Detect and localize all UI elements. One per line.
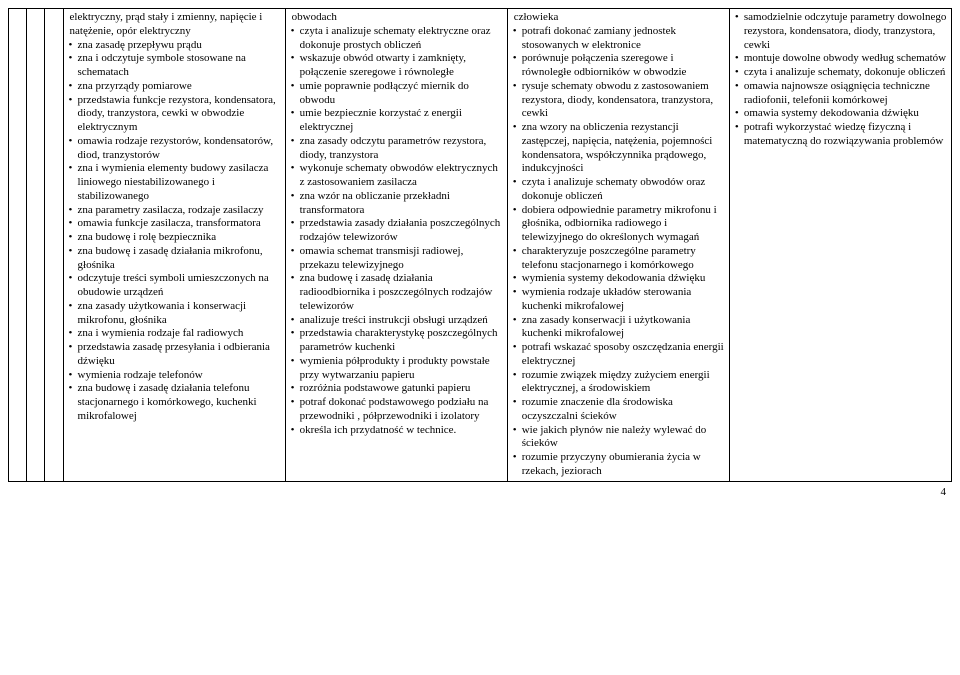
list-col3: człowiekapotrafi dokonać zamiany jednost… bbox=[510, 11, 725, 479]
list-item: odczytuje treści symboli umieszczonych n… bbox=[68, 272, 281, 300]
cell-col1: elektryczny, prąd stały i zmienny, napię… bbox=[63, 9, 285, 482]
list-item: rozumie znaczenie dla środowiska oczyszc… bbox=[512, 396, 725, 424]
list-item: przedstawia charakterystykę poszczególny… bbox=[290, 327, 503, 355]
list-item: umie bezpiecznie korzystać z energii ele… bbox=[290, 107, 503, 135]
list-item: wymienia półprodukty i produkty powstałe… bbox=[290, 355, 503, 383]
list-item: zna przyrządy pomiarowe bbox=[68, 80, 281, 94]
list-item: rozróżnia podstawowe gatunki papieru bbox=[290, 382, 503, 396]
lead-col-2 bbox=[27, 9, 45, 482]
curriculum-table: elektryczny, prąd stały i zmienny, napię… bbox=[8, 8, 952, 482]
list-item: samodzielnie odczytuje parametry dowolne… bbox=[734, 11, 947, 52]
list-item: człowieka bbox=[512, 11, 725, 25]
list-item: omawia najnowsze osiągnięcia techniczne … bbox=[734, 80, 947, 108]
list-item: montuje dowolne obwody według schematów bbox=[734, 52, 947, 66]
page-number: 4 bbox=[8, 482, 952, 498]
list-item: zna i wymienia rodzaje fal radiowych bbox=[68, 327, 281, 341]
list-item: zna budowę i zasadę działania radioodbio… bbox=[290, 272, 503, 313]
list-item: rysuje schematy obwodu z zastosowaniem r… bbox=[512, 80, 725, 121]
list-item: zna zasady użytkowania i konserwacji mik… bbox=[68, 300, 281, 328]
cell-col3: człowiekapotrafi dokonać zamiany jednost… bbox=[507, 9, 729, 482]
list-item: przedstawia funkcje rezystora, kondensat… bbox=[68, 94, 281, 135]
cell-col2: obwodachczyta i analizuje schematy elekt… bbox=[285, 9, 507, 482]
list-item: przedstawia zasady działania poszczególn… bbox=[290, 217, 503, 245]
list-item: zna zasady odczytu parametrów rezystora,… bbox=[290, 135, 503, 163]
cell-col4: samodzielnie odczytuje parametry dowolne… bbox=[729, 9, 951, 482]
list-col1: elektryczny, prąd stały i zmienny, napię… bbox=[66, 11, 281, 424]
list-item: wymienia systemy dekodowania dźwięku bbox=[512, 272, 725, 286]
list-item: dobiera odpowiednie parametry mikrofonu … bbox=[512, 204, 725, 245]
list-item: obwodach bbox=[290, 11, 503, 25]
list-item: wykonuje schematy obwodów elektrycznych … bbox=[290, 162, 503, 190]
list-col2: obwodachczyta i analizuje schematy elekt… bbox=[288, 11, 503, 437]
list-item: czyta i analizuje schematy elektryczne o… bbox=[290, 25, 503, 53]
list-item: porównuje połączenia szeregowe i równole… bbox=[512, 52, 725, 80]
list-item: zna zasady konserwacji i użytkowania kuc… bbox=[512, 314, 725, 342]
list-item: wie jakich płynów nie należy wylewać do … bbox=[512, 424, 725, 452]
list-item: przedstawia zasadę przesyłania i odbiera… bbox=[68, 341, 281, 369]
list-item: umie poprawnie podłączyć miernik do obwo… bbox=[290, 80, 503, 108]
list-item: zna zasadę przepływu prądu bbox=[68, 39, 281, 53]
list-item: zna i odczytuje symbole stosowane na sch… bbox=[68, 52, 281, 80]
list-item: omawia systemy dekodowania dźwięku bbox=[734, 107, 947, 121]
list-item: potrafi wykorzystać wiedzę fizyczną i ma… bbox=[734, 121, 947, 149]
list-item: potraf dokonać podstawowego podziału na … bbox=[290, 396, 503, 424]
list-item: zna wzory na obliczenia rezystancji zast… bbox=[512, 121, 725, 176]
list-item: wymienia rodzaje układów sterowania kuch… bbox=[512, 286, 725, 314]
list-item: zna budowę i rolę bezpiecznika bbox=[68, 231, 281, 245]
list-item: czyta i analizuje schematy, dokonuje obl… bbox=[734, 66, 947, 80]
lead-col-3 bbox=[45, 9, 63, 482]
lead-col-1 bbox=[9, 9, 27, 482]
list-item: omawia schemat transmisji radiowej, prze… bbox=[290, 245, 503, 273]
list-item: charakteryzuje poszczególne parametry te… bbox=[512, 245, 725, 273]
list-item: zna budowę i zasadę działania mikrofonu,… bbox=[68, 245, 281, 273]
list-item: zna i wymienia elementy budowy zasilacza… bbox=[68, 162, 281, 203]
list-item: określa ich przydatność w technice. bbox=[290, 424, 503, 438]
list-item: omawia funkcje zasilacza, transformatora bbox=[68, 217, 281, 231]
list-item: czyta i analizuje schematy obwodów oraz … bbox=[512, 176, 725, 204]
list-item: zna wzór na obliczanie przekładni transf… bbox=[290, 190, 503, 218]
list-item: elektryczny, prąd stały i zmienny, napię… bbox=[68, 11, 281, 39]
list-item: potrafi wskazać sposoby oszczędzania ene… bbox=[512, 341, 725, 369]
list-item: potrafi dokonać zamiany jednostek stosow… bbox=[512, 25, 725, 53]
list-item: wskazuje obwód otwarty i zamknięty, połą… bbox=[290, 52, 503, 80]
list-item: analizuje treści instrukcji obsługi urzą… bbox=[290, 314, 503, 328]
list-item: zna budowę i zasadę działania telefonu s… bbox=[68, 382, 281, 423]
list-col4: samodzielnie odczytuje parametry dowolne… bbox=[732, 11, 947, 149]
list-item: wymienia rodzaje telefonów bbox=[68, 369, 281, 383]
list-item: zna parametry zasilacza, rodzaje zasilac… bbox=[68, 204, 281, 218]
list-item: rozumie związek między zużyciem energii … bbox=[512, 369, 725, 397]
list-item: rozumie przyczyny obumierania życia w rz… bbox=[512, 451, 725, 479]
list-item: omawia rodzaje rezystorów, kondensatorów… bbox=[68, 135, 281, 163]
